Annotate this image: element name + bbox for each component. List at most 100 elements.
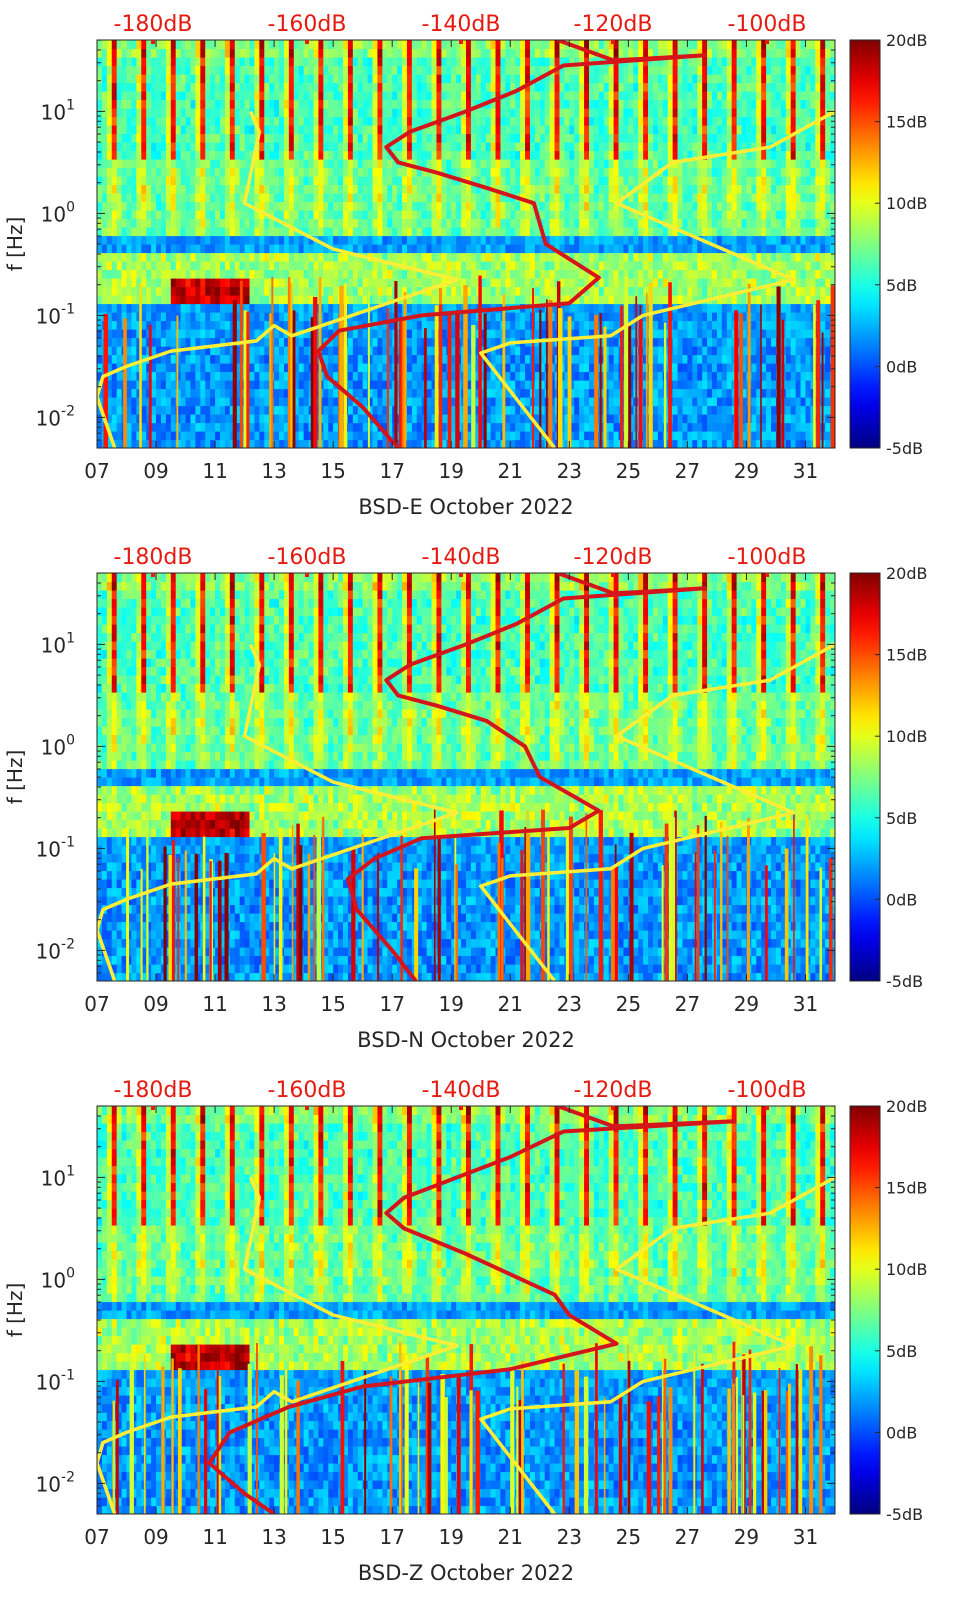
colorbar-tick-label: 10dB [886, 727, 928, 746]
spectrogram-heatmap [97, 573, 835, 981]
x-tick-label: 13 [261, 992, 286, 1016]
top-tick-mark [765, 1106, 769, 1110]
series-line-nhnm [479, 642, 835, 981]
y-tick-label: 101 [41, 1163, 75, 1190]
x-tick-label: 09 [143, 992, 168, 1016]
x-tick-label: 21 [498, 992, 523, 1016]
series-line-nhnm [479, 1175, 835, 1514]
top-tick-mark [151, 573, 155, 577]
top-tick-label: -100dB [728, 1078, 807, 1103]
series-line-nhnm [479, 109, 835, 448]
x-axis-label: BSD-Z October 2022 [358, 1561, 574, 1585]
colorbar-tick-label: 5dB [886, 1342, 917, 1361]
y-tick-label: 100 [41, 1265, 75, 1292]
spectrogram-chart-n: 07 09 11 13 15 17 19 21 23 25 27 29 31 10-2 10-1 100 101… [3, 545, 928, 1052]
series-line-nlnm [97, 1176, 459, 1514]
x-tick-label: 11 [202, 992, 227, 1016]
top-tick-mark [305, 40, 309, 44]
x-tick-label: 11 [202, 1525, 227, 1549]
colorbar-tick-label: -5dB [886, 972, 923, 991]
top-tick-label: -160dB [268, 12, 347, 37]
colorbar-tick-label: 15dB [886, 113, 928, 132]
spectrogram-heatmap [97, 1106, 835, 1514]
series-line-psd-mean [345, 573, 708, 981]
y-tick-label: 101 [41, 630, 75, 657]
x-tick-label: 07 [84, 1525, 109, 1549]
top-tick-label: -160dB [268, 1078, 347, 1103]
colorbar-tick-label: 0dB [886, 1423, 917, 1442]
top-tick-label: -180dB [114, 545, 193, 570]
top-tick-mark [611, 1106, 615, 1110]
colorbar-tick-label: 10dB [886, 194, 928, 213]
colorbar-tick-label: 20dB [886, 1097, 928, 1116]
chart-panel-n: 07 09 11 13 15 17 19 21 23 25 27 29 31 10-2 10-1 100 101… [0, 533, 962, 1066]
spectrogram-chart-e: 07 09 11 13 15 17 19 21 23 25 27 29 31 10-2 10-1 100 101… [3, 12, 928, 519]
top-tick-mark [151, 40, 155, 44]
y-tick-label: 101 [41, 97, 75, 124]
top-tick-label: -140dB [422, 1078, 501, 1103]
x-tick-label: 15 [320, 459, 345, 483]
spectrogram-heatmap [97, 40, 835, 448]
x-tick-label: 09 [143, 1525, 168, 1549]
y-tick-label: 10-1 [36, 1367, 75, 1394]
colorbar-tick-label: 20dB [886, 564, 928, 583]
y-axis-label: f [Hz] [3, 217, 27, 272]
colorbar-tick-label: 0dB [886, 357, 917, 376]
top-tick-mark [611, 40, 615, 44]
colorbar [849, 572, 881, 982]
y-tick-label: 10-2 [36, 1469, 75, 1496]
top-tick-label: -120dB [574, 545, 653, 570]
y-tick-label: 100 [41, 199, 75, 226]
top-tick-mark [459, 40, 463, 44]
top-tick-mark [305, 573, 309, 577]
x-tick-label: 13 [261, 459, 286, 483]
x-tick-label: 17 [379, 459, 404, 483]
x-tick-label: 07 [84, 992, 109, 1016]
y-tick-label: 10-1 [36, 301, 75, 328]
colorbar [849, 1105, 881, 1515]
colorbar-tick-label: 5dB [886, 809, 917, 828]
colorbar-tick-label: 20dB [886, 31, 928, 50]
top-tick-label: -180dB [114, 1078, 193, 1103]
top-tick-label: -160dB [268, 545, 347, 570]
x-tick-label: 17 [379, 992, 404, 1016]
top-tick-label: -140dB [422, 12, 501, 37]
top-tick-mark [459, 573, 463, 577]
series-line-psd-mean [316, 40, 708, 448]
chart-panel-z: 07 09 11 13 15 17 19 21 23 25 27 29 31 10-2 10-1 100 101… [0, 1066, 962, 1599]
top-tick-mark [459, 1106, 463, 1110]
top-tick-mark [765, 40, 769, 44]
x-tick-label: 21 [498, 459, 523, 483]
x-tick-label: 29 [734, 992, 759, 1016]
top-tick-mark [305, 1106, 309, 1110]
x-tick-label: 27 [675, 459, 700, 483]
chart-panel-e: 07 09 11 13 15 17 19 21 23 25 27 29 31 10-2 10-1 100 101… [0, 0, 962, 533]
x-tick-label: 29 [734, 459, 759, 483]
colorbar-tick-label: -5dB [886, 1505, 923, 1524]
x-tick-label: 07 [84, 459, 109, 483]
x-tick-label: 09 [143, 459, 168, 483]
x-tick-label: 19 [439, 1525, 464, 1549]
x-tick-label: 31 [793, 992, 818, 1016]
y-tick-label: 10-2 [36, 936, 75, 963]
x-tick-label: 27 [675, 1525, 700, 1549]
x-tick-label: 25 [616, 992, 641, 1016]
top-tick-label: -100dB [728, 12, 807, 37]
colorbar-tick-label: 5dB [886, 276, 917, 295]
top-tick-label: -140dB [422, 545, 501, 570]
x-tick-label: 25 [616, 459, 641, 483]
x-tick-label: 13 [261, 1525, 286, 1549]
top-tick-label: -120dB [574, 1078, 653, 1103]
top-tick-label: -100dB [728, 545, 807, 570]
x-tick-label: 11 [202, 459, 227, 483]
x-tick-label: 31 [793, 459, 818, 483]
colorbar-tick-label: 15dB [886, 1179, 928, 1198]
series-line-psd-mean [207, 1106, 737, 1514]
x-tick-label: 15 [320, 992, 345, 1016]
top-tick-label: -120dB [574, 12, 653, 37]
x-tick-label: 27 [675, 992, 700, 1016]
x-tick-label: 15 [320, 1525, 345, 1549]
y-axis-label: f [Hz] [3, 1283, 27, 1338]
x-tick-label: 23 [557, 992, 582, 1016]
top-tick-label: -180dB [114, 12, 193, 37]
